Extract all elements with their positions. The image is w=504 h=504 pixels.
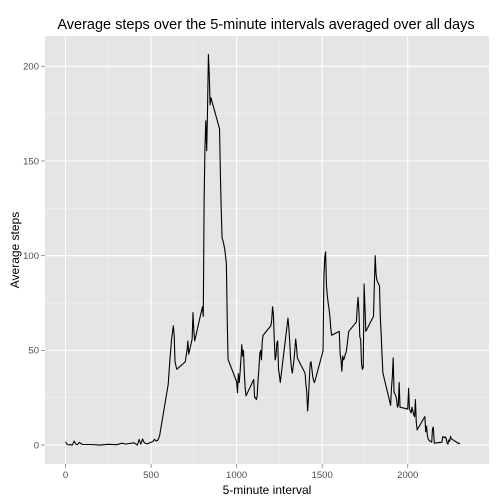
plot-panel: [45, 36, 489, 464]
y-tick-label: 100: [23, 251, 39, 262]
y-tick-label: 200: [23, 62, 39, 73]
minor-grid: [45, 36, 489, 464]
y-tick-label: 0: [34, 440, 39, 451]
x-tick-label: 2000: [397, 470, 418, 481]
y-axis-ticks: 0 50 100 150 200: [23, 62, 45, 451]
x-tick-label: 1500: [312, 470, 333, 481]
y-tick-label: 50: [28, 346, 39, 357]
x-tick-label: 0: [63, 470, 68, 481]
x-tick-label: 500: [143, 470, 159, 481]
y-axis-title: Average steps: [8, 212, 22, 289]
chart-title: Average steps over the 5-minute interval…: [57, 17, 474, 33]
x-axis-ticks: 0 500 1000 1500 2000: [63, 464, 418, 481]
y-tick-label: 150: [23, 156, 39, 167]
x-tick-label: 1000: [226, 470, 247, 481]
series-line-average-steps: [65, 54, 461, 446]
x-axis-title: 5-minute interval: [223, 483, 312, 497]
major-grid: [45, 36, 489, 464]
